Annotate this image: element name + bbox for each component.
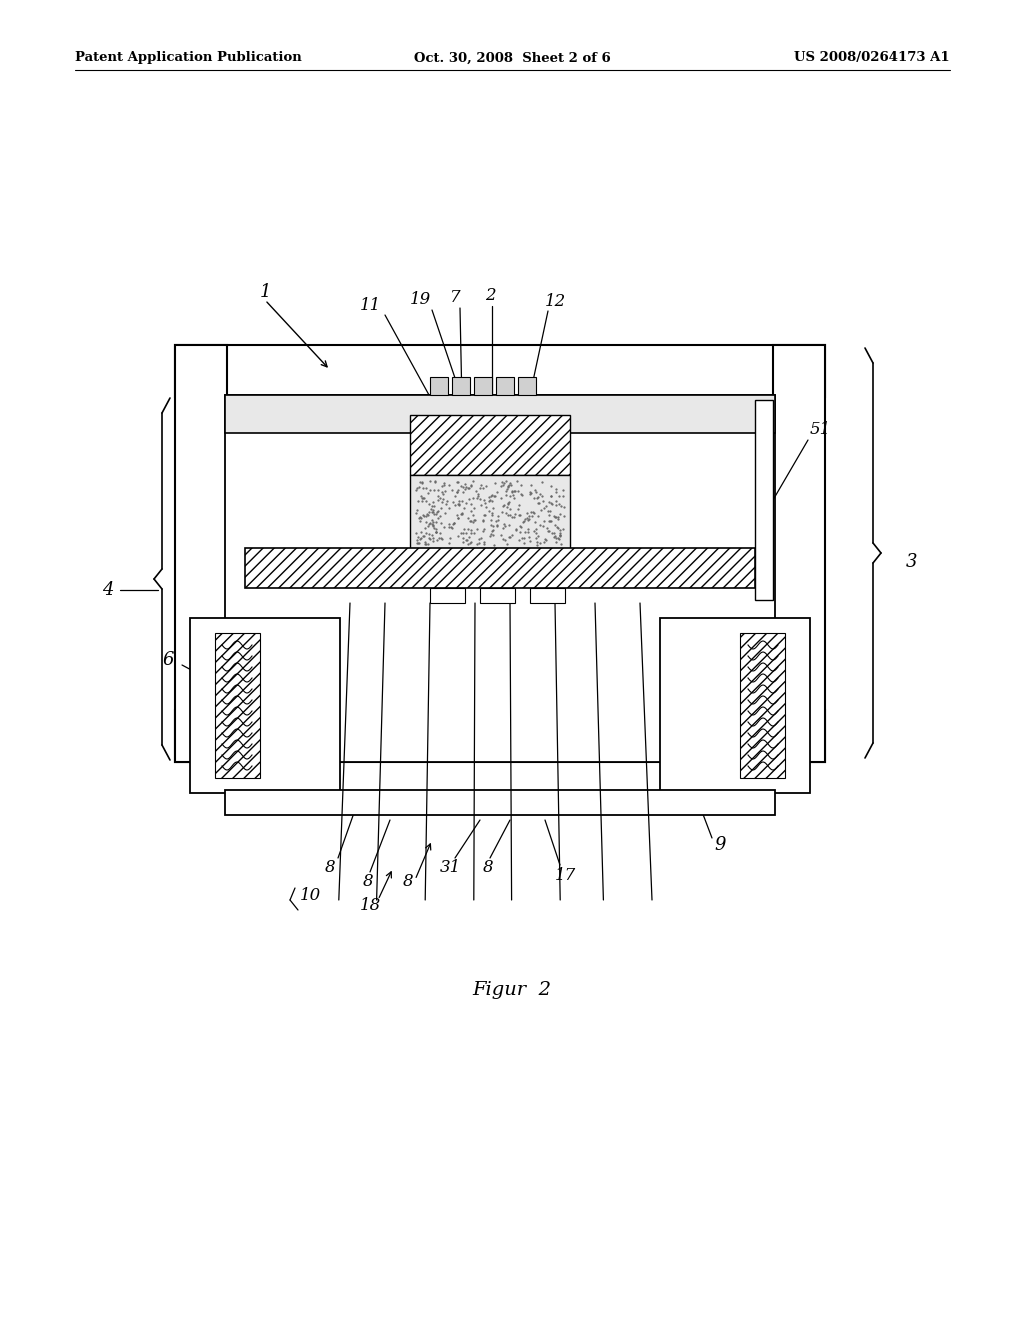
Text: 12: 12 [545,293,565,310]
Bar [175,345,825,397]
Bar [215,634,260,777]
Text: 7: 7 [450,289,461,306]
Text: 2: 2 [484,288,496,305]
Text: 8: 8 [402,874,414,891]
Bar [530,587,565,603]
Bar [474,378,492,395]
Bar [773,345,825,762]
Bar [452,378,470,395]
Text: 19: 19 [410,292,431,309]
Bar [225,395,775,433]
Bar [410,475,570,550]
Text: Oct. 30, 2008  Sheet 2 of 6: Oct. 30, 2008 Sheet 2 of 6 [414,51,610,65]
Bar [496,378,514,395]
Text: 6: 6 [162,651,174,669]
Text: 51: 51 [809,421,830,438]
Text: 17: 17 [554,866,575,883]
Text: 3: 3 [906,553,918,572]
Text: 4: 4 [102,581,114,599]
Text: 10: 10 [299,887,321,903]
Text: 1: 1 [259,282,270,301]
Text: 8: 8 [362,874,374,891]
Bar [225,395,775,762]
Text: Patent Application Publication: Patent Application Publication [75,51,302,65]
Text: 9: 9 [715,836,726,854]
Bar [175,345,227,762]
Text: US 2008/0264173 A1: US 2008/0264173 A1 [795,51,950,65]
Bar [430,378,449,395]
Text: 31: 31 [439,859,461,876]
Bar [225,789,775,814]
Text: 11: 11 [359,297,381,314]
Bar [430,587,465,603]
Bar [480,587,515,603]
Bar [190,618,340,793]
Bar [660,618,810,793]
Bar [518,378,536,395]
Bar [175,710,825,762]
Bar [410,414,570,475]
Bar [740,634,785,777]
Text: 8: 8 [325,859,335,876]
Text: Figur  2: Figur 2 [472,981,552,999]
Text: 8: 8 [482,859,494,876]
Bar [245,548,755,587]
Text: 18: 18 [359,896,381,913]
Bar [755,400,773,601]
